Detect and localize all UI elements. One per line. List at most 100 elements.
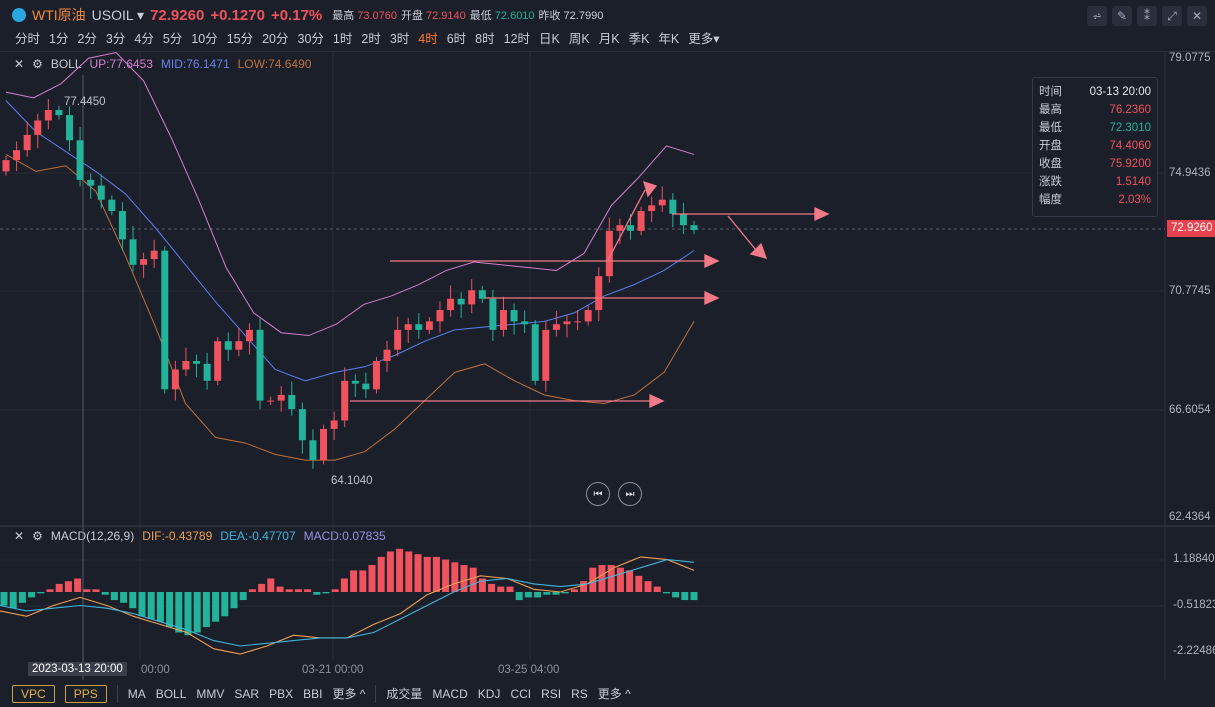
sub-indicator[interactable]: RS (571, 686, 588, 701)
main-indicator[interactable]: BBI (303, 686, 323, 701)
macd-bar (74, 578, 82, 592)
macd-bar (55, 583, 63, 592)
boll-up-line (5, 51, 695, 337)
sub-indicator[interactable]: MACD (432, 686, 468, 701)
macd-bar (340, 578, 348, 592)
tooltip-label: 时间 (1039, 86, 1062, 98)
period-tab[interactable]: 季K (628, 32, 650, 46)
macd-bar (580, 581, 588, 592)
period-tab[interactable]: 2时 (361, 32, 381, 46)
period-tab[interactable]: 3时 (389, 32, 410, 46)
overlay-toggle[interactable]: PPS (64, 684, 107, 703)
period-tab[interactable]: 分时 (15, 32, 41, 46)
macd-tick: 1.18840 (1173, 553, 1215, 565)
main-indicator[interactable]: MA (127, 686, 146, 701)
tooltip-value: 74.4060 (1109, 140, 1151, 152)
symbol-code-dropdown[interactable]: USOIL ▾ (91, 6, 145, 23)
tooltip-label: 涨跌 (1039, 176, 1062, 188)
tooltip-row: 最低 72.3010 (1039, 119, 1151, 137)
next-button[interactable]: ⏭ (618, 482, 642, 506)
macd-bar (432, 556, 440, 592)
stat-value: 72.9140 (426, 10, 466, 22)
macd-bar (120, 592, 128, 603)
macd-bar (46, 589, 54, 592)
period-tab[interactable]: 8时 (475, 32, 495, 46)
period-tab[interactable]: 年K (658, 32, 680, 46)
boll-mid-line (5, 100, 695, 382)
sub-indicator[interactable]: 成交量 (386, 687, 423, 701)
period-tab[interactable]: 4分 (134, 32, 154, 46)
prev-button[interactable]: ⏮ (586, 482, 610, 506)
period-tab[interactable]: 4时 (418, 32, 438, 46)
settings-icon[interactable]: ⚙ (32, 57, 43, 71)
sub-indicator[interactable]: 更多 ^ (597, 687, 631, 701)
main-indicator[interactable]: SAR (234, 686, 260, 701)
main-indicator[interactable]: BOLL (155, 686, 187, 701)
macd-bar (377, 556, 385, 592)
period-tab[interactable]: 30分 (297, 32, 324, 46)
main-indicator[interactable]: PBX (269, 686, 294, 701)
sub-indicator[interactable]: CCI (510, 686, 532, 701)
price-tick: 70.7745 (1169, 285, 1211, 297)
price-tick: 74.9436 (1169, 167, 1211, 179)
close-indicator-icon[interactable]: ✕ (14, 529, 25, 543)
fullscreen-icon[interactable]: ⤢ (1162, 6, 1182, 26)
candle (235, 341, 243, 350)
macd-bar (469, 567, 477, 592)
macd-bar (635, 575, 643, 592)
period-tab[interactable]: 6时 (446, 32, 467, 46)
candle (224, 341, 232, 350)
draw-pen-icon[interactable]: ✎ (1112, 6, 1132, 26)
period-tab[interactable]: 月K (598, 32, 620, 46)
macd-bar (534, 592, 542, 598)
main-indicator[interactable]: MMV (196, 686, 225, 701)
sub-indicator[interactable]: KDJ (477, 686, 501, 701)
period-tab[interactable]: 1时 (332, 32, 353, 46)
candle (595, 276, 603, 311)
period-tab[interactable]: 15分 (226, 32, 254, 46)
period-tab[interactable]: 3分 (105, 32, 126, 46)
candle (267, 400, 275, 402)
settings-icon[interactable]: ⚙ (32, 529, 43, 543)
candle (182, 361, 190, 370)
tooltip-label: 最高 (1039, 104, 1062, 116)
close-icon[interactable]: ✕ (1187, 6, 1207, 26)
symbol-name[interactable]: WTI原油 (32, 7, 86, 23)
macd-bar (147, 592, 155, 619)
main-indicator[interactable]: 更多 ^ (332, 687, 366, 701)
close-indicator-icon[interactable]: ✕ (14, 57, 25, 71)
period-tab[interactable]: 20分 (262, 32, 289, 46)
candle (256, 329, 264, 401)
period-tab[interactable]: 5分 (162, 32, 183, 46)
period-tab[interactable]: 12时 (503, 32, 531, 46)
stat-label: 开盘 (401, 10, 424, 22)
line-tool-icon[interactable]: ⩫ (1087, 6, 1107, 26)
macd-bar (258, 583, 266, 592)
period-tab[interactable]: 周K (568, 32, 590, 46)
period-tab[interactable]: 1分 (49, 32, 69, 46)
macd-bar (64, 581, 72, 592)
period-tab[interactable]: 2分 (77, 32, 97, 46)
macd-bar (386, 551, 394, 592)
candle (129, 239, 137, 265)
chart-type-icon[interactable]: ⁑ (1137, 6, 1157, 26)
stat-value: 73.0760 (357, 10, 398, 22)
period-tab[interactable]: 更多▾ (688, 32, 720, 46)
drawings[interactable] (350, 180, 830, 409)
macd-bar (524, 592, 532, 598)
boll-legend: ✕ ⚙ BOLL UP:77.6453 MID:76.1471 LOW:74.6… (14, 57, 311, 71)
tooltip-value: 72.3010 (1109, 122, 1151, 134)
overlay-toggle[interactable]: VPC (12, 684, 55, 703)
macd-bar (28, 592, 36, 598)
candle (648, 205, 656, 212)
period-tab[interactable]: 日K (539, 32, 560, 46)
candle (468, 290, 476, 305)
period-tab[interactable]: 10分 (191, 32, 218, 46)
candle (76, 140, 84, 180)
macd-bar (396, 548, 404, 592)
macd-bar (644, 581, 652, 592)
sub-indicator[interactable]: RSI (541, 686, 562, 701)
tooltip-label: 最低 (1039, 122, 1062, 134)
candle (447, 298, 455, 311)
